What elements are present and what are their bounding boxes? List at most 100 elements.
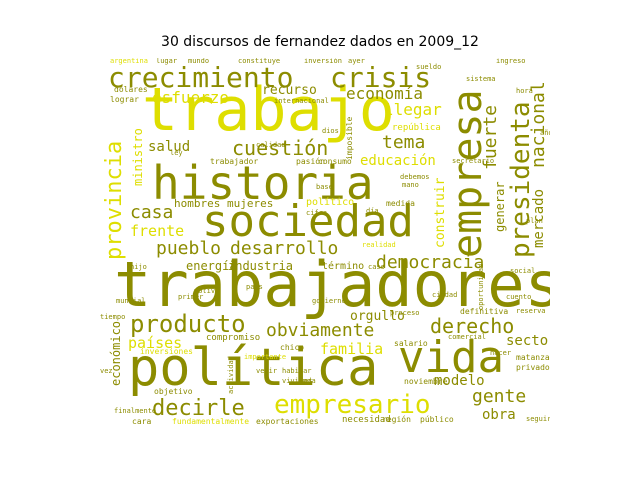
word-chico: chico xyxy=(280,343,305,352)
word-orgullo: orgullo xyxy=(350,309,405,324)
word-recurso: recurso xyxy=(262,83,317,98)
word-matanza: matanza xyxy=(516,353,550,362)
word-politica: política xyxy=(128,338,379,398)
word-tiempo: tiempo xyxy=(100,313,126,321)
word-cloud: trabajadores trabajo historia política s… xyxy=(96,58,550,430)
word-llegar: llegar xyxy=(384,100,442,119)
word-cara: cara xyxy=(132,417,152,426)
word-mes: mes xyxy=(300,377,313,385)
word-provincia: provincia xyxy=(102,140,127,260)
word-consumo: consumo xyxy=(318,157,352,166)
word-region: región xyxy=(382,415,411,424)
word-fundamentalmente: fundamentalmente xyxy=(172,417,250,426)
word-cuento: cuento xyxy=(506,293,532,301)
word-exportaciones: exportaciones xyxy=(256,417,319,426)
word-gente: gente xyxy=(472,386,527,407)
word-definitiva: definitiva xyxy=(460,307,509,316)
word-imposible: imposible xyxy=(345,116,354,160)
word-cuestion: cuestión xyxy=(232,136,329,160)
word-vida: vida xyxy=(398,332,504,383)
word-inversion: inversión xyxy=(304,58,342,65)
word-economia: economía xyxy=(346,84,424,103)
word-ministro: ministro xyxy=(131,128,145,186)
word-frente: frente xyxy=(130,222,185,240)
word-ano: año xyxy=(540,129,550,137)
word-pueblo: pueblo xyxy=(156,238,222,259)
word-salud: salud xyxy=(148,139,191,155)
word-decirle: decirle xyxy=(152,396,245,421)
word-comercial: comercial xyxy=(448,333,486,341)
word-necesidad: necesidad xyxy=(342,415,391,425)
word-hacer: hacer xyxy=(490,349,512,357)
word-crisis: crisis xyxy=(330,61,432,94)
word-sistema: sistema xyxy=(466,75,496,83)
word-mundo: mundo xyxy=(188,58,210,65)
word-trabajadores: trabajadores xyxy=(114,248,550,321)
word-sociedad: sociedad xyxy=(202,196,414,247)
word-objetivo: objetivo xyxy=(154,387,193,396)
word-calidad: calidad xyxy=(256,141,286,149)
word-mundial: mundial xyxy=(116,297,146,305)
word-familia: familia xyxy=(320,340,384,358)
word-reserva: reserva xyxy=(516,307,546,315)
word-trabajador: trabajador xyxy=(210,157,259,166)
word-obviamente: obviamente xyxy=(266,320,375,341)
word-debemos: debemos xyxy=(400,173,430,181)
word-argentina: argentina xyxy=(110,58,148,65)
wordcloud-title: 30 discursos de fernandez dados en 2009_… xyxy=(161,34,479,50)
word-educacion: educación xyxy=(360,153,436,169)
word-producto: producto xyxy=(130,310,246,338)
word-inversiones: inversiones xyxy=(140,347,193,356)
word-democracia: democracia xyxy=(376,252,485,273)
word-cifra: cifra xyxy=(306,209,328,217)
word-tema: tema xyxy=(382,132,426,153)
word-realidad: realidad xyxy=(362,241,396,249)
word-modelo: modelo xyxy=(434,373,485,389)
word-dia: día xyxy=(366,207,379,215)
word-ingreso: ingreso xyxy=(496,58,526,65)
word-republica: república xyxy=(392,123,441,133)
word-politico: político xyxy=(306,197,355,208)
word-energia: energía xyxy=(186,259,237,273)
word-venir: venir xyxy=(256,367,278,375)
word-proceso: proceso xyxy=(390,309,420,317)
word-constituye: constituye xyxy=(238,58,281,65)
word-publico: público xyxy=(420,415,454,424)
word-trabajo: trabajo xyxy=(142,75,395,145)
word-importante: importante xyxy=(244,353,287,361)
word-termino: término xyxy=(322,261,365,272)
word-privado: privado xyxy=(516,363,550,372)
word-historia: historia xyxy=(152,156,374,210)
word-ley: ley xyxy=(170,149,183,157)
word-derecho: derecho xyxy=(430,314,515,338)
word-habitar: habitar xyxy=(282,367,312,375)
word-compromiso: compromiso xyxy=(206,333,261,343)
word-ciudad: ciudad xyxy=(432,291,458,299)
word-hombres-mujeres: hombres mujeres xyxy=(174,197,274,210)
word-pasion: pasión xyxy=(296,157,325,166)
word-mano: mano xyxy=(402,181,419,189)
word-vivienda: vivienda xyxy=(282,377,316,385)
word-ayer: ayer xyxy=(348,58,365,65)
word-casa: casa xyxy=(130,202,174,223)
word-construir: construir xyxy=(433,177,448,248)
word-secretario: secretario xyxy=(452,157,495,165)
word-actividad: actividad xyxy=(227,356,235,394)
word-dios: dios xyxy=(322,127,339,135)
word-dolores: dólares xyxy=(114,85,148,94)
word-plan: plan xyxy=(526,217,543,225)
word-sueldo: sueldo xyxy=(416,63,442,71)
word-economico: económico xyxy=(109,320,123,386)
word-generar: generar xyxy=(493,181,507,232)
word-salario: salario xyxy=(394,339,428,348)
word-obra: obra xyxy=(482,407,516,423)
word-gobierno: gobierno xyxy=(312,297,346,305)
word-base: base xyxy=(316,183,333,191)
word-pais: país xyxy=(246,283,263,291)
word-crecimiento: crecimiento xyxy=(108,61,294,94)
word-oportunidad: oportunidad xyxy=(477,263,485,310)
word-desarrollo: desarrollo xyxy=(230,238,339,259)
word-seguir: seguir xyxy=(526,415,550,423)
word-empresario: empresario xyxy=(274,390,431,420)
